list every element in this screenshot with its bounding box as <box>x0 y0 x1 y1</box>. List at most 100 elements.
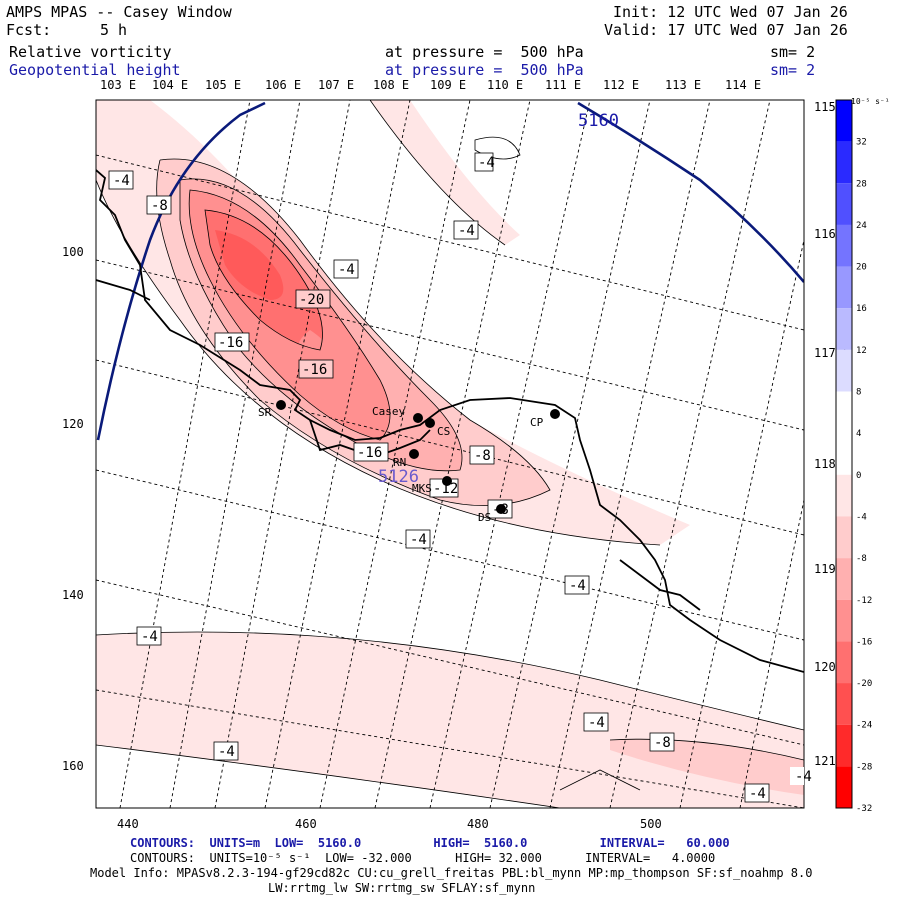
colorbar-swatch <box>836 599 852 642</box>
colorbar-frame <box>835 99 853 809</box>
colorbar-label: -20 <box>856 679 872 689</box>
station-markers: SR Casey CS RN MKS DS CP <box>258 400 560 524</box>
colorbar-swatch <box>836 474 852 517</box>
lon-label: 111 E <box>545 78 581 92</box>
colorbar-swatch <box>836 558 852 600</box>
field2-smoothing: sm= 2 <box>770 61 816 79</box>
station-label: MKS <box>412 482 432 495</box>
colorbar-label: 28 <box>856 179 867 189</box>
lon-label: 110 E <box>487 78 523 92</box>
contour-label: -4 <box>583 712 609 732</box>
footer-height-contours: CONTOURS: UNITS=m LOW= 5160.0 HIGH= 5160… <box>130 836 730 850</box>
y-tick: 100 <box>62 245 84 259</box>
field1-smoothing: sm= 2 <box>770 43 816 61</box>
colorbar-label: 20 <box>856 263 867 273</box>
plot-title: AMPS MPAS -- Casey Window <box>6 3 232 21</box>
station-label: DS <box>478 511 491 524</box>
colorbar-label: -8 <box>856 554 867 564</box>
colorbar-label: 4 <box>856 429 861 439</box>
y-tick: 140 <box>62 588 84 602</box>
field1-name: Relative vorticity <box>9 43 172 61</box>
svg-text:-4: -4 <box>141 629 158 645</box>
contour-label: -4 <box>453 220 479 240</box>
svg-text:-4: -4 <box>795 769 812 785</box>
contour-label: -4 <box>333 259 359 279</box>
field1-level: at pressure = 500 hPa <box>385 43 584 61</box>
x-tick: 480 <box>467 817 489 831</box>
svg-text:-8: -8 <box>654 735 671 751</box>
height-label-5160: 5160 <box>578 111 619 131</box>
contour-label: -16 <box>214 332 250 352</box>
colorbar-label: 24 <box>856 221 867 231</box>
station-label: CP <box>530 416 544 429</box>
colorbar-swatch <box>836 766 852 808</box>
svg-text:-8: -8 <box>151 198 168 214</box>
contour-label: -8 <box>649 732 675 752</box>
x-axis-ticks: 440 460 480 500 <box>117 817 662 831</box>
colorbar-swatch <box>836 266 852 309</box>
colorbar-swatch <box>836 516 852 559</box>
y-tick: 120 <box>62 417 84 431</box>
colorbar-label: -24 <box>856 721 872 731</box>
y-axis-ticks: 100 120 140 160 <box>62 245 84 773</box>
top-lon-labels: 103 E 104 E 105 E 106 E 107 E 108 E 109 … <box>100 78 761 92</box>
colorbar-label: 0 <box>856 471 861 481</box>
colorbar-swatch <box>836 724 852 767</box>
map-frame <box>95 99 805 809</box>
lon-label: 106 E <box>265 78 301 92</box>
contour-label: -16 <box>298 359 334 379</box>
init-time: Init: 12 UTC Wed 07 Jan 26 <box>613 3 848 21</box>
colorbar: 32 28 24 20 16 12 8 4 0 -4 -8 -12 -16 -20 -24 -28 -32 <box>835 99 872 814</box>
lon-label: 112 E <box>603 78 639 92</box>
footer-vort-contours: CONTOURS: UNITS=10⁻⁵ s⁻¹ LOW= -32.000 HI… <box>130 851 716 865</box>
colorbar-label: -32 <box>856 804 872 814</box>
colorbar-swatch <box>836 433 852 475</box>
contour-label: -4 <box>790 767 812 785</box>
contour-label: -16 <box>353 442 389 462</box>
colorbar-swatch <box>836 349 852 392</box>
footer-model-info-2: LW:rrtmg_lw SW:rrtmg_sw SFLAY:sf_mynn <box>268 881 536 895</box>
colorbar-swatch <box>836 391 852 434</box>
x-tick: 460 <box>295 817 317 831</box>
x-tick: 500 <box>640 817 662 831</box>
svg-text:-4: -4 <box>569 578 586 594</box>
svg-text:-4: -4 <box>410 532 427 548</box>
contour-label: -4 <box>564 575 590 595</box>
colorbar-label: -28 <box>856 762 872 772</box>
svg-text:-16: -16 <box>357 445 382 461</box>
lon-label: 104 E <box>152 78 188 92</box>
lon-label: 107 E <box>318 78 354 92</box>
colorbar-label: 32 <box>856 138 867 148</box>
station-label: SR <box>258 406 272 419</box>
contour-label: -20 <box>295 289 331 309</box>
contour-label: -4 <box>474 152 495 172</box>
lon-label: 114 E <box>725 78 761 92</box>
contour-label: -8 <box>146 195 172 215</box>
svg-text:-12: -12 <box>433 481 458 497</box>
contour-label: -4 <box>744 783 770 803</box>
svg-text:-4: -4 <box>338 262 355 278</box>
colorbar-swatch <box>836 183 852 225</box>
lon-label: 105 E <box>205 78 241 92</box>
colorbar-label: 12 <box>856 346 867 356</box>
contour-label: -4 <box>136 626 162 646</box>
svg-text:-4: -4 <box>218 744 235 760</box>
colorbar-swatch <box>836 100 852 142</box>
forecast-label: Fcst: <box>6 21 52 39</box>
svg-text:-4: -4 <box>588 715 605 731</box>
contour-label: -4 <box>108 170 134 190</box>
station-label: RN <box>393 456 406 469</box>
svg-text:-4: -4 <box>749 786 766 802</box>
height-contours <box>96 101 804 441</box>
svg-text:-4: -4 <box>478 155 495 171</box>
field2-level: at pressure = 500 hPa <box>385 61 584 79</box>
colorbar-swatch <box>836 141 852 184</box>
lon-label: 109 E <box>430 78 466 92</box>
contour-label: -4 <box>213 741 239 761</box>
footer-model-info: Model Info: MPASv8.2.3-194-gf29cd82c CU:… <box>90 866 813 880</box>
x-tick: 440 <box>117 817 139 831</box>
colorbar-label: -16 <box>856 637 872 647</box>
forecast-hour: 5 h <box>100 21 128 39</box>
colorbar-swatch <box>836 641 852 684</box>
lon-label: 103 E <box>100 78 136 92</box>
